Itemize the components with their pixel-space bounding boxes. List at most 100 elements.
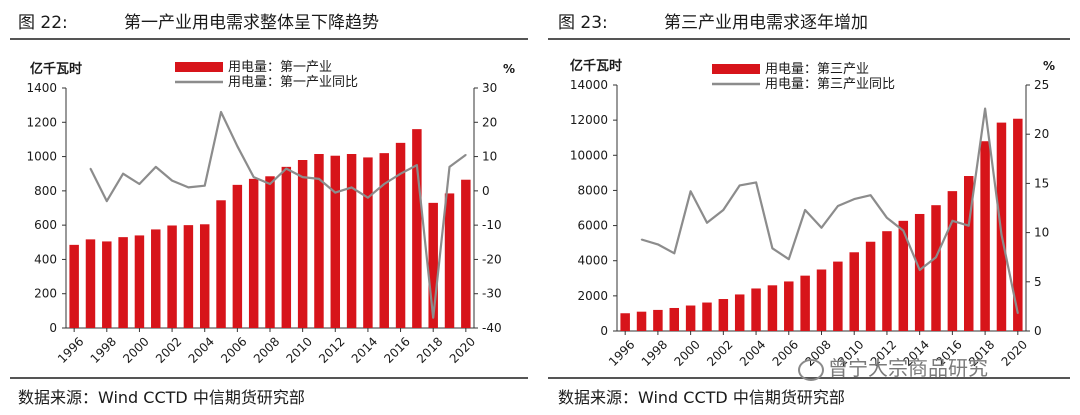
- yoy-point-2013: [350, 186, 353, 189]
- yoy-point-1998: [106, 200, 108, 202]
- legend-line-label: 用电量：第三产业同比: [765, 77, 895, 92]
- x-tick-label: 2018: [414, 334, 445, 365]
- bar-2000: [685, 305, 696, 331]
- bar-2020: [461, 179, 471, 328]
- yoy-point-2019: [448, 166, 451, 168]
- yoy-line: [89, 110, 467, 319]
- yoy-point-2006: [787, 258, 790, 260]
- yoy-point-2003: [187, 186, 190, 189]
- x-tick-label: 2006: [770, 337, 801, 368]
- y-tick-label: 2000: [577, 289, 608, 303]
- y-tick-label: 400: [34, 252, 57, 266]
- figure-title: 图 22: 第一产业用电需求整体呈下降趋势: [18, 8, 379, 33]
- bar-2007: [248, 178, 259, 328]
- bar-2006: [784, 281, 794, 331]
- bar-1997: [636, 311, 647, 331]
- y-tick-label: 800: [34, 184, 57, 198]
- y-tick-label: 1000: [26, 150, 57, 164]
- bar-1998: [653, 309, 663, 331]
- y-axis-unit: 亿千瓦时: [30, 61, 82, 77]
- bar-2014: [363, 157, 373, 328]
- x-tick-label: 2008: [251, 334, 282, 365]
- source-note: 数据来源：Wind CCTD 中信期货研究部: [558, 388, 845, 407]
- chart-svg-right: 0 2000 4000 6000 8000 10000 12000 14000 0 5 10 15 20…: [570, 58, 1055, 369]
- chart-panel-right: 图 23: 第三产业用电需求逐年增加 0 2000 4000 6000 8000 10000…: [540, 0, 1080, 415]
- yoy-point-1997: [640, 238, 643, 241]
- x-tick-label: 2004: [737, 337, 768, 368]
- y2-axis-unit: %: [1043, 59, 1055, 73]
- legend-bar-swatch: [175, 62, 223, 72]
- yoy-point-1998: [657, 243, 659, 246]
- bar-2020: [1013, 118, 1023, 331]
- yoy-point-2004: [755, 181, 757, 184]
- bar-2002: [167, 225, 177, 328]
- x-tick-label: 2002: [153, 334, 184, 365]
- yoy-point-2007: [252, 176, 255, 178]
- yoy-point-2015: [935, 256, 937, 258]
- x-tick-label: 2010: [283, 334, 314, 365]
- bar-2006: [232, 184, 243, 328]
- x-tick-label: 1996: [606, 337, 637, 368]
- yoy-point-2012: [886, 217, 888, 219]
- yoy-point-2002: [722, 209, 725, 211]
- yoy-point-2006: [236, 145, 239, 148]
- bar-2017: [963, 176, 974, 331]
- bar-2003: [183, 225, 194, 328]
- title-divider: [10, 38, 528, 40]
- bar-1998: [102, 241, 112, 328]
- yoy-point-2009: [837, 205, 839, 207]
- x-tick-label: 2000: [120, 334, 151, 365]
- yoy-point-2009: [285, 167, 288, 170]
- y-tick-label: 600: [34, 218, 57, 232]
- bar-2011: [314, 154, 324, 328]
- legend-bar-label: 用电量：第三产业: [765, 62, 869, 77]
- source-note: 数据来源：Wind CCTD 中信期货研究部: [18, 388, 305, 407]
- y-tick-label: 0: [49, 321, 57, 335]
- yoy-point-2017: [967, 224, 970, 227]
- yoy-point-2007: [804, 209, 806, 211]
- yoy-point-2013: [902, 229, 905, 232]
- yoy-point-2001: [706, 221, 708, 224]
- y-tick-label: 8000: [577, 183, 608, 197]
- legend-bar-label: 用电量：第一产业: [228, 60, 332, 75]
- bar-2004: [199, 224, 210, 328]
- bar-2005: [216, 200, 226, 328]
- bar-2009: [281, 166, 292, 328]
- bar-1999: [669, 307, 680, 331]
- yoy-point-2012: [334, 191, 337, 194]
- bar-2017: [412, 129, 422, 328]
- bar-2000: [134, 235, 145, 328]
- legend-line-label: 用电量：第一产业同比: [228, 75, 358, 90]
- figure-title: 图 23: 第三产业用电需求逐年增加: [558, 8, 868, 33]
- yoy-point-2020: [465, 154, 467, 156]
- yoy-point-2020: [1017, 312, 1019, 315]
- yoy-point-2016: [399, 172, 402, 175]
- figure-number: 图 23:: [558, 13, 608, 33]
- bar-2018: [980, 141, 990, 331]
- y-tick-label: 4000: [577, 254, 608, 268]
- y2-tick-label: -40: [482, 321, 502, 335]
- yoy-point-2000: [138, 183, 141, 185]
- yoy-point-2008: [269, 183, 271, 185]
- yoy-point-2011: [869, 194, 872, 197]
- y2-axis-unit: %: [503, 62, 515, 76]
- y-tick-label: 1200: [26, 115, 57, 129]
- yoy-point-1999: [122, 172, 124, 175]
- yoy-point-1997: [89, 167, 92, 170]
- x-tick-label: 2020: [999, 337, 1030, 368]
- bar-2010: [297, 160, 308, 328]
- y2-tick-label: -10: [482, 218, 502, 232]
- bar-2001: [151, 229, 161, 328]
- yoy-point-2008: [820, 226, 823, 229]
- bar-2002: [718, 299, 729, 331]
- figure-number: 图 22:: [18, 13, 68, 33]
- bar-1999: [118, 237, 128, 328]
- y-tick-label: 12000: [570, 113, 608, 127]
- yoy-line: [641, 107, 1019, 314]
- bar-2012: [882, 231, 892, 331]
- y2-tick-label: 0: [1034, 324, 1042, 338]
- yoy-point-2000: [689, 190, 692, 193]
- x-tick-label: 2020: [447, 334, 478, 365]
- x-tick-label: 2016: [381, 334, 412, 365]
- yoy-point-2002: [171, 179, 173, 182]
